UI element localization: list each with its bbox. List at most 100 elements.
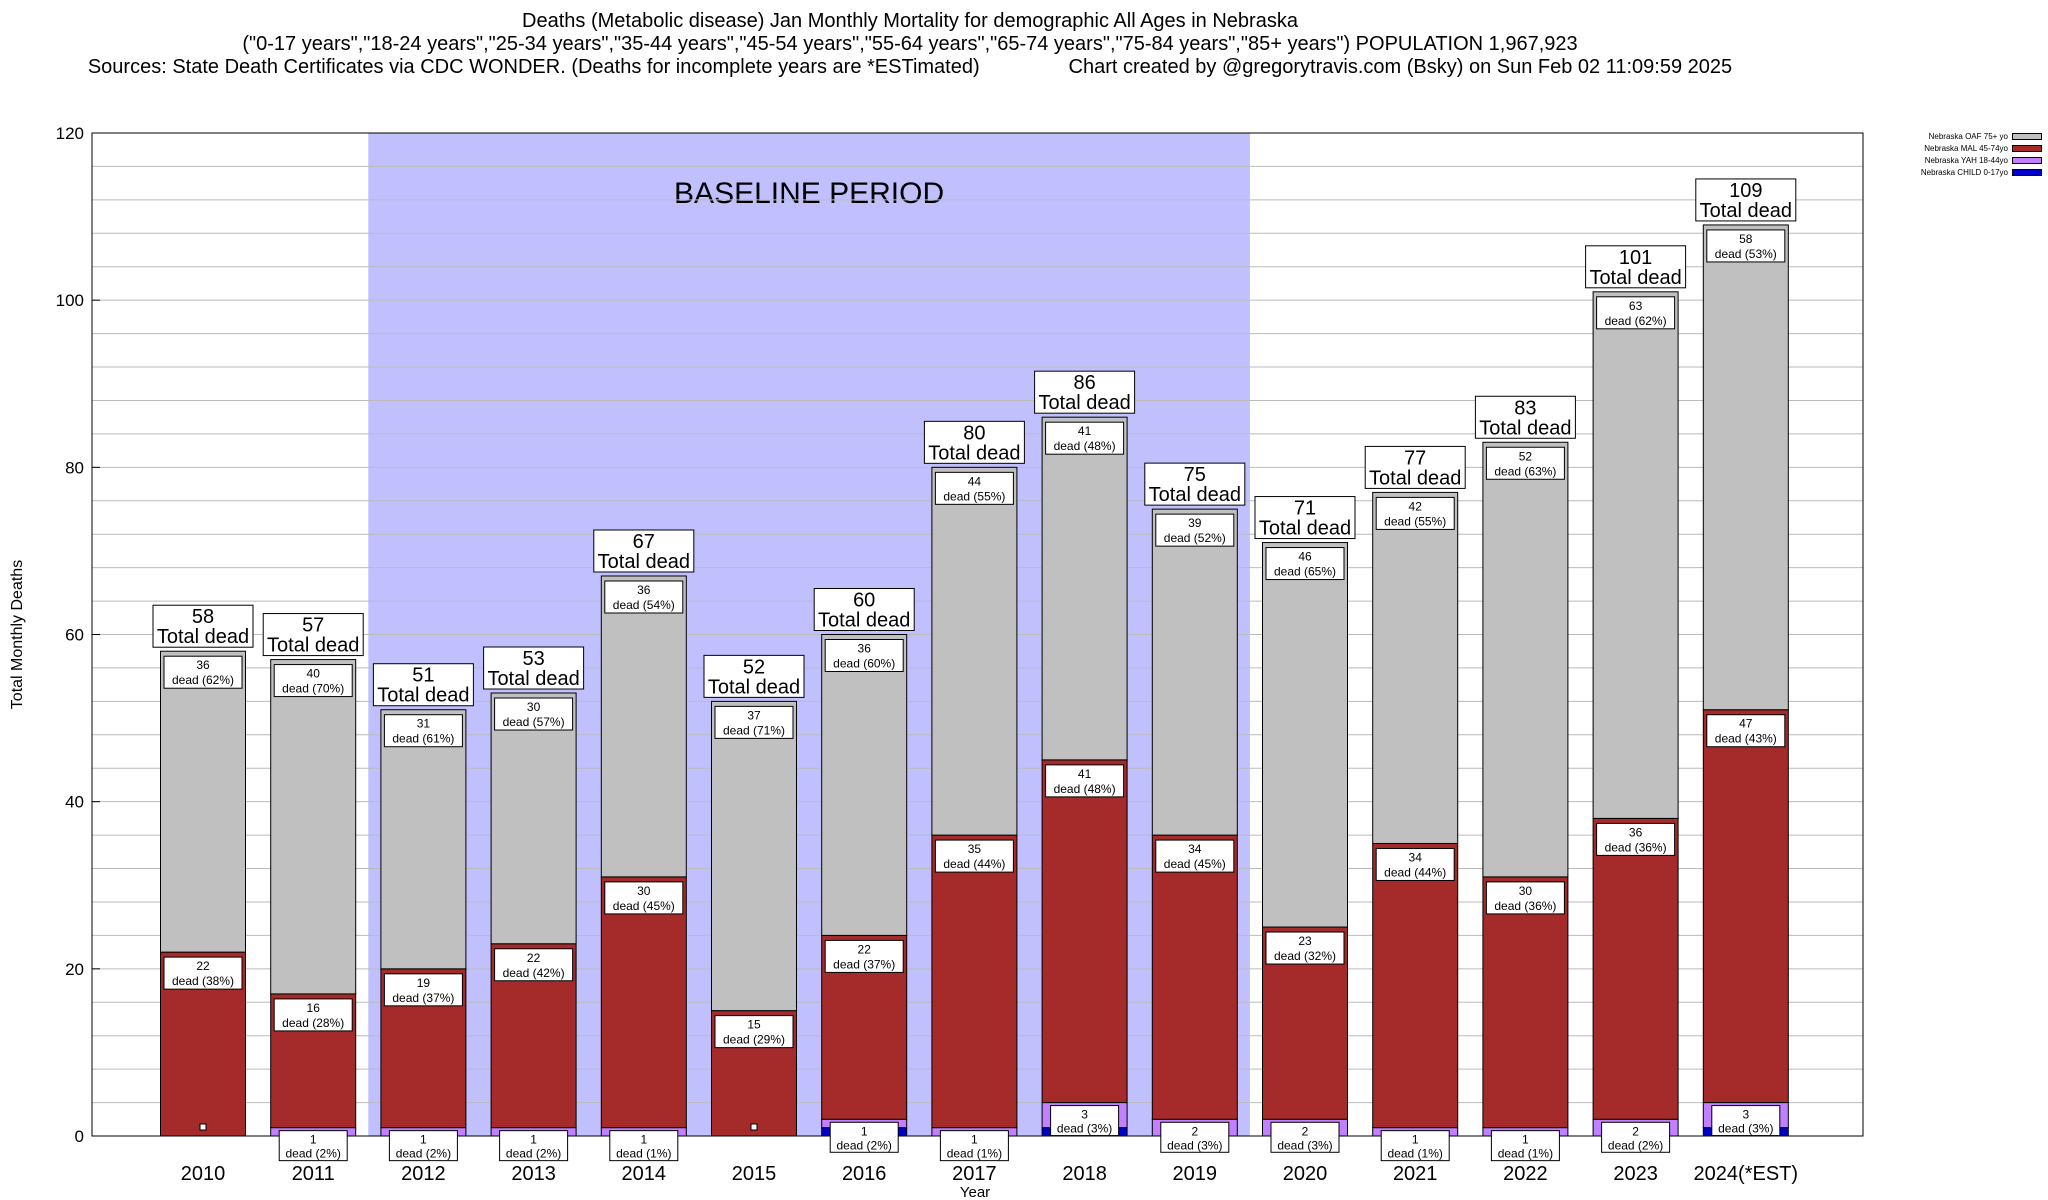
mal-value-label: dead (29%) [723,1033,785,1047]
x-axis-label: Year [960,1184,990,1200]
legend-item-oaf: Nebraska OAF 75+ yo [1902,130,2042,142]
yah-value-count: 2 [1191,1124,1198,1138]
total-value-box [262,613,364,657]
legend-label-child: Nebraska CHILD 0-17yo [1920,167,2008,177]
oaf-value-count: 30 [527,700,541,714]
total-value-box [1144,462,1246,506]
total-value-label: Total dead [1038,392,1130,414]
total-value-label: Total dead [598,551,690,573]
bar-segment-oaf [1482,441,1569,878]
bar-segment-oaf [711,700,797,1012]
yah-value-count: 1 [530,1133,537,1147]
chart-title-block: Deaths (Metabolic disease) Jan Monthly M… [0,10,1820,79]
mal-value-label: dead (36%) [1605,840,1667,854]
oaf-value-box [934,471,1014,505]
oaf-value-label: dead (48%) [1054,439,1116,453]
total-value-label: Total dead [1700,200,1792,222]
x-tick-label: 2014 [622,1163,667,1185]
total-value-count: 101 [1619,247,1652,269]
bar-segment-oaf [380,709,467,970]
oaf-value-label: dead (54%) [613,598,675,612]
total-value-count: 80 [963,422,985,444]
oaf-value-label: dead (63%) [1494,464,1556,478]
oaf-value-label: dead (70%) [282,682,344,696]
oaf-value-count: 36 [196,658,210,672]
oaf-value-label: dead (61%) [392,732,454,746]
mal-value-box [714,1015,794,1049]
chart-subtitle-demographics: ("0-17 years","18-24 years","25-34 years… [242,33,1578,55]
bar-segment-oaf [931,466,1018,836]
yah-value-box [609,1130,679,1162]
yah-value-box [499,1130,569,1162]
oaf-value-count: 44 [968,474,982,488]
oaf-value-label: dead (71%) [723,723,785,737]
y-tick-label: 80 [65,458,84,477]
oaf-value-count: 37 [747,708,761,722]
total-value-label: Total dead [1479,417,1571,439]
yah-value-label: dead (2%) [396,1147,451,1161]
legend-swatch-child [2012,168,2042,176]
oaf-value-box [604,580,684,614]
yah-value-label: dead (2%) [506,1147,561,1161]
legend-item-mal: Nebraska MAL 45-74yo [1902,142,2042,154]
total-value-label: Total dead [928,442,1020,464]
total-value-count: 51 [412,665,434,687]
bar-segment-mal [1151,834,1238,1120]
total-value-box [593,529,695,573]
bar-segment-oaf [600,575,687,878]
yah-value-count: 1 [640,1133,647,1147]
total-value-label: Total dead [1369,467,1461,489]
bar-segment-mal [600,876,687,1129]
total-value-label: Total dead [377,685,469,707]
yah-value-box [939,1130,1009,1162]
legend-label-mal: Nebraska MAL 45-74yo [1924,143,2008,153]
bar-segment-mal [1702,709,1789,1104]
yah-value-count: 1 [861,1124,868,1138]
mal-value-count: 22 [858,942,872,956]
yah-value-box [278,1130,348,1162]
mal-value-label: dead (45%) [613,899,675,913]
mal-value-label: dead (32%) [1274,949,1336,963]
mal-value-label: dead (43%) [1715,732,1777,746]
oaf-value-count: 36 [858,642,872,656]
legend-label-yah: Nebraska YAH 18-44yo [1924,155,2008,165]
mal-value-box [1375,847,1455,881]
legend-swatch-yah [2012,156,2042,164]
yah-value-count: 1 [1412,1133,1419,1147]
oaf-value-count: 39 [1188,516,1202,530]
mal-value-count: 35 [968,842,982,856]
yah-value-box [1490,1130,1560,1162]
x-tick-label: 2018 [1062,1163,1107,1185]
yah-value-count: 1 [310,1133,317,1147]
x-tick-label: 2013 [511,1163,556,1185]
yah-value-label: dead (1%) [616,1147,671,1161]
oaf-value-label: dead (52%) [1164,531,1226,545]
total-value-label: Total dead [708,676,800,698]
x-tick-label: 2017 [952,1163,997,1185]
oaf-value-label: dead (65%) [1274,565,1336,579]
oaf-value-count: 63 [1629,299,1643,313]
total-value-count: 52 [743,656,765,678]
y-tick-label: 100 [56,291,84,310]
x-tick-label: 2011 [292,1163,335,1185]
legend-swatch-mal [2012,144,2042,152]
chart-title: Deaths (Metabolic disease) Jan Monthly M… [522,10,1298,32]
total-value-count: 71 [1294,498,1316,520]
oaf-value-label: dead (60%) [833,657,895,671]
x-tick-label: 2012 [401,1163,446,1185]
legend-item-yah: Nebraska YAH 18-44yo [1902,154,2042,166]
mal-value-box [1045,764,1125,798]
oaf-value-count: 52 [1519,449,1533,463]
oaf-value-label: dead (53%) [1715,247,1777,261]
mal-value-label: dead (36%) [1494,899,1556,913]
total-value-box [703,654,805,698]
yah-value-label: dead (2%) [286,1147,341,1161]
mal-value-label: dead (28%) [282,1016,344,1030]
mal-value-box [1596,822,1676,856]
y-tick-label: 60 [65,626,84,645]
total-value-box [1034,370,1136,414]
mal-value-label: dead (42%) [503,966,565,980]
bar-segment-oaf [490,692,577,945]
yah-value-box [1380,1130,1450,1162]
total-value-count: 60 [853,590,875,612]
